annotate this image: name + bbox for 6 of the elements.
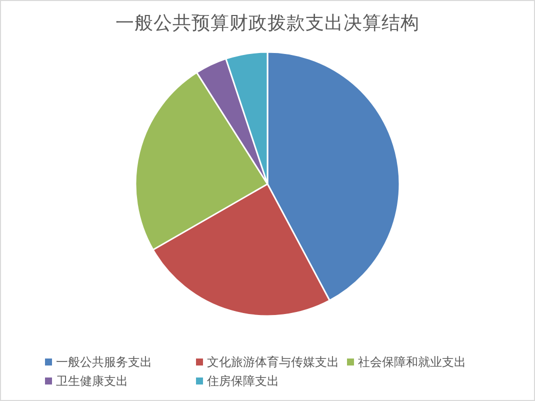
- chart-title: 一般公共预算财政拨款支出决算结构: [116, 13, 420, 34]
- legend-label: 社会保障和就业支出: [358, 355, 466, 369]
- legend-label: 文化旅游体育与传媒支出: [207, 355, 339, 369]
- legend-label: 卫生健康支出: [56, 374, 128, 388]
- legend-label: 一般公共服务支出: [56, 355, 152, 369]
- legend-label: 住房保障支出: [206, 374, 279, 388]
